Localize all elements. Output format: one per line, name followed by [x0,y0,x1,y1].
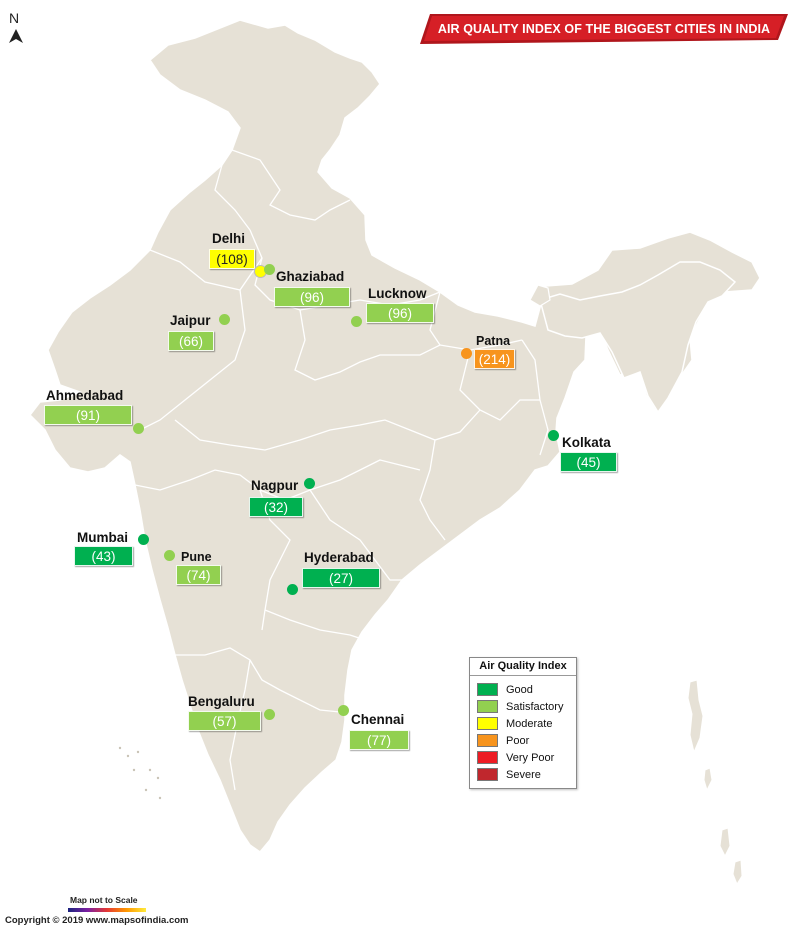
aqi-badge-pune: (74) [176,565,221,585]
legend-swatch-satisfactory [477,700,498,713]
legend-label-very-poor: Very Poor [506,751,555,764]
aqi-badge-mumbai: (43) [74,546,133,566]
nicobar-islands-shape [719,827,731,858]
aqi-badge-chennai: (77) [349,730,409,750]
city-marker-patna [461,348,472,359]
city-marker-ghaziabad [264,264,275,275]
legend-label-good: Good [506,683,533,696]
legend-item-satisfactory: Satisfactory [477,700,563,713]
city-name-ghaziabad: Ghaziabad [276,269,345,284]
aqi-badge-kolkata: (45) [560,452,617,472]
legend-swatch-poor [477,734,498,747]
andaman-islands-shape-2 [703,767,713,792]
legend-swatch-moderate [477,717,498,730]
city-marker-chennai [338,705,349,716]
north-label: N [9,10,20,26]
city-name-nagpur: Nagpur [251,478,299,493]
legend-swatch-very-poor [477,751,498,764]
city-marker-lucknow [351,316,362,327]
legend-item-moderate: Moderate [477,717,552,730]
city-name-mumbai: Mumbai [77,530,129,545]
legend-label-satisfactory: Satisfactory [506,700,564,713]
title-banner-shape [420,14,788,44]
aqi-badge-ahmedabad: (91) [44,405,132,425]
legend-label-moderate: Moderate [506,717,553,730]
city-marker-hyderabad [287,584,298,595]
aqi-badge-bengaluru: (57) [188,711,261,731]
legend-title: Air Quality Index [479,660,567,672]
sikkim-shape [529,284,551,307]
india-mainland-shape [29,19,761,854]
city-name-chennai: Chennai [351,712,405,727]
city-marker-nagpur [304,478,315,489]
legend-swatch-good [477,683,498,696]
aqi-badge-lucknow: (96) [366,303,434,323]
legend-item-poor: Poor [477,734,529,747]
city-marker-bengaluru [264,709,275,720]
aqi-badge-delhi: (108) [209,249,255,269]
city-marker-kolkata [548,430,559,441]
north-indicator: N [6,10,26,44]
nicobar-islands-shape-2 [732,859,743,886]
aqi-legend: Air Quality Index Good Satisfactory Mode… [469,657,577,789]
aqi-badge-nagpur: (32) [249,497,303,517]
city-name-hyderabad: Hyderabad [304,550,374,565]
lakshadweep-islands [118,746,162,800]
legend-item-good: Good [477,683,533,696]
city-marker-mumbai [138,534,149,545]
aqi-badge-hyderabad: (27) [302,568,380,588]
city-name-jaipur: Jaipur [170,313,211,328]
legend-divider [470,675,576,676]
north-arrow-icon [9,29,23,43]
city-name-ahmedabad: Ahmedabad [46,388,124,403]
legend-swatch-severe [477,768,498,781]
city-name-delhi: Delhi [212,231,246,246]
city-name-pune: Pune [181,550,212,564]
copyright-text: Copyright © 2019 www.mapsofindia.com [5,915,189,926]
aqi-badge-jaipur: (66) [168,331,214,351]
aqi-badge-ghaziabad: (96) [274,287,350,307]
city-marker-ahmedabad [133,423,144,434]
northeast-shape [539,261,737,414]
city-marker-pune [164,550,175,561]
andaman-islands-shape [687,679,704,754]
city-marker-jaipur [219,314,230,325]
city-name-bengaluru: Bengaluru [188,694,255,709]
scale-note: Map not to Scale [70,895,138,905]
legend-label-poor: Poor [506,734,530,747]
scale-gradient-bar [68,908,146,912]
city-name-patna: Patna [476,334,511,348]
aqi-badge-patna: (214) [474,349,515,369]
legend-label-severe: Severe [506,768,541,781]
legend-item-severe: Severe [477,768,541,781]
city-name-lucknow: Lucknow [368,286,427,301]
legend-item-very-poor: Very Poor [477,751,554,764]
city-name-kolkata: Kolkata [562,435,611,450]
title-banner: AIR QUALITY INDEX OF THE BIGGEST CITIES … [420,14,788,44]
map-title: AIR QUALITY INDEX OF THE BIGGEST CITIES … [437,22,771,36]
